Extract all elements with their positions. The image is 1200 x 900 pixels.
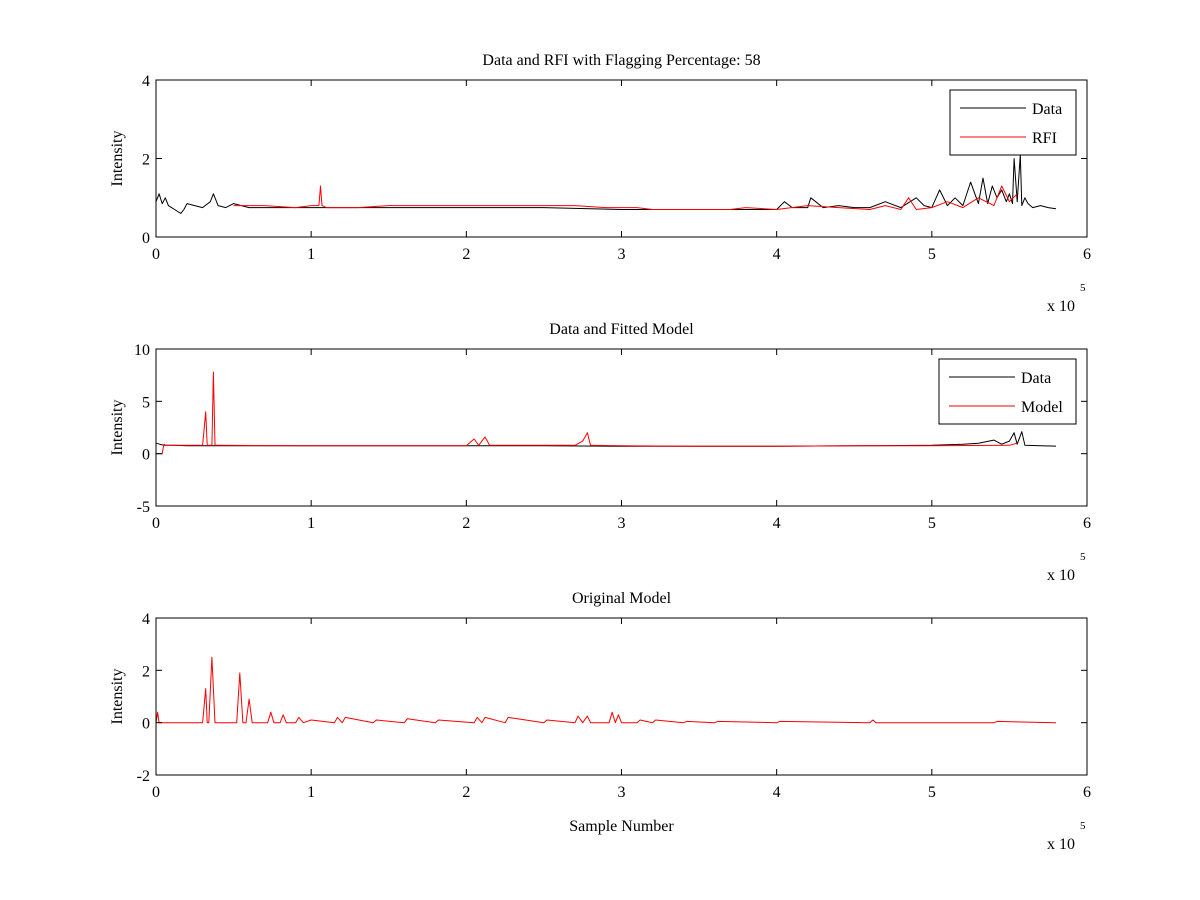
series-line-data	[155, 431, 1057, 447]
subplot-1: 0 1 2 3 4 5 6 0 2 4 Data and RFI with Flagging Per…	[109, 52, 1091, 315]
x-axis-multiplier: x 10	[1047, 836, 1075, 853]
x-tick-label: 3	[618, 784, 626, 801]
y-tick-label: 4	[142, 611, 150, 628]
x-tick-label: 6	[1083, 784, 1091, 801]
y-tick-label: 0	[142, 447, 150, 464]
legend: Data Model	[938, 358, 1077, 425]
x-tick-label: 2	[462, 246, 470, 263]
y-tick-label: 0	[142, 716, 150, 733]
y-tick-label: 4	[142, 73, 150, 90]
x-tick-label: 0	[152, 784, 160, 801]
y-axis-label: Intensity	[109, 131, 126, 187]
x-tick-label: 1	[307, 784, 315, 801]
series-line-model	[156, 371, 1018, 455]
legend-label-rfi: RFI	[1032, 130, 1057, 147]
series-line-model	[155, 656, 1057, 724]
legend-box	[949, 89, 1077, 156]
x-axis-multiplier-exponent: 5	[1080, 551, 1086, 563]
legend-label-data: Data	[1021, 370, 1051, 387]
x-tick-label: 6	[1083, 515, 1091, 532]
y-tick-label: 5	[142, 394, 150, 411]
x-tick-label: 1	[307, 515, 315, 532]
y-tick-label: -2	[137, 768, 150, 785]
x-tick-label: 0	[152, 515, 160, 532]
x-tick-label: 0	[152, 246, 160, 263]
x-tick-label: 5	[928, 246, 936, 263]
axes-frame	[155, 617, 1088, 776]
y-axis-label: Intensity	[109, 400, 126, 456]
series-line-rfi	[233, 185, 1018, 210]
y-tick-label: 10	[134, 342, 150, 359]
x-tick-label: 3	[618, 515, 626, 532]
x-axis-multiplier-exponent: 5	[1080, 282, 1086, 294]
x-tick-label: 6	[1083, 246, 1091, 263]
y-tick-label: 0	[142, 230, 150, 247]
x-tick-label: 5	[928, 784, 936, 801]
x-axis-label: Sample Number	[569, 818, 674, 835]
x-tick-label: 4	[773, 515, 781, 532]
x-tick-label: 1	[307, 246, 315, 263]
x-tick-label: 3	[618, 246, 626, 263]
chart-title: Data and RFI with Flagging Percentage: 5…	[482, 52, 760, 69]
axes-frame	[155, 79, 1088, 238]
x-tick-label: 2	[462, 784, 470, 801]
y-tick-label: 2	[142, 152, 150, 169]
y-tick-label: -5	[137, 499, 150, 516]
x-tick-label: 2	[462, 515, 470, 532]
legend-label-data: Data	[1032, 101, 1062, 118]
chart-title: Data and Fitted Model	[549, 321, 694, 338]
x-axis-multiplier: x 10	[1047, 298, 1075, 315]
chart-title: Original Model	[572, 590, 672, 607]
legend-box	[938, 358, 1077, 425]
y-axis-label: Intensity	[109, 669, 126, 725]
x-tick-label: 4	[773, 784, 781, 801]
x-axis-multiplier: x 10	[1047, 567, 1075, 584]
x-tick-label: 5	[928, 515, 936, 532]
y-tick-label: 2	[142, 663, 150, 680]
series-line-data	[155, 154, 1057, 214]
legend: Data RFI	[949, 89, 1077, 156]
legend-label-model: Model	[1021, 399, 1063, 416]
x-axis-multiplier-exponent: 5	[1080, 820, 1086, 832]
x-tick-label: 4	[773, 246, 781, 263]
